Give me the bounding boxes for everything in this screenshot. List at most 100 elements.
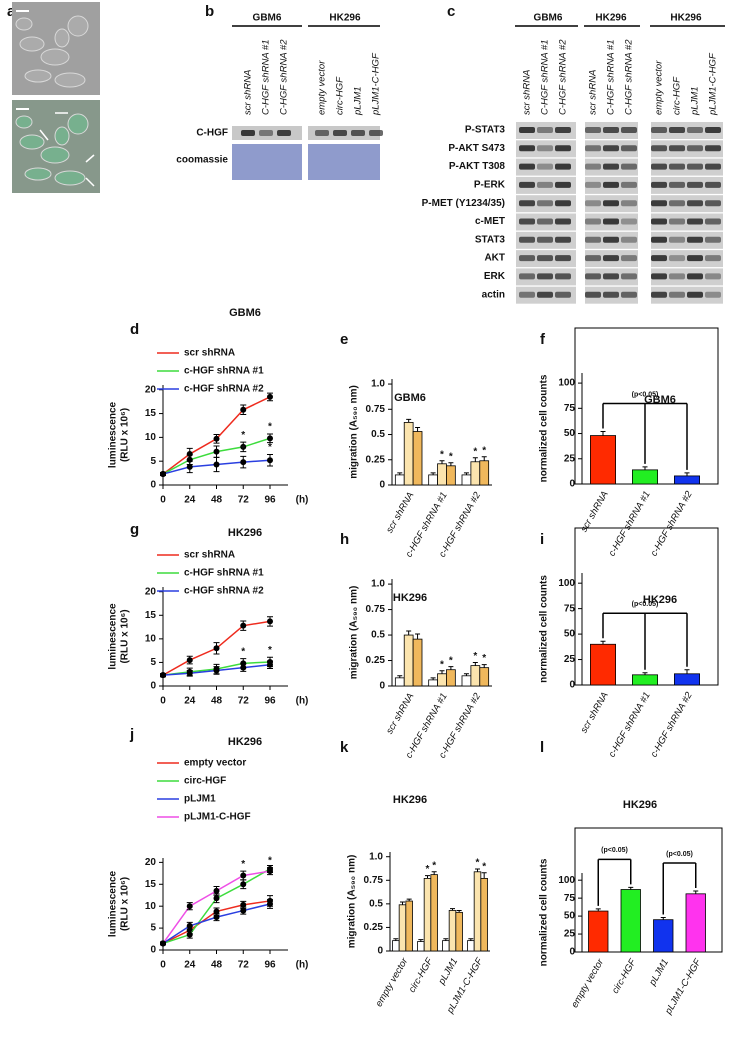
blot-band xyxy=(603,127,619,133)
lane-label: empty vector xyxy=(654,60,665,115)
error-bar xyxy=(439,460,445,464)
legend-label: pLJM1-C-HGF xyxy=(184,812,251,823)
x-tick-label: empty vector xyxy=(569,957,606,1010)
blot-band xyxy=(651,181,667,188)
bar xyxy=(620,889,641,953)
row-label: C-HGF xyxy=(196,128,228,139)
lane-label: pLJM1-C-HGF xyxy=(371,52,382,116)
error-bar xyxy=(693,890,699,894)
data-point xyxy=(160,471,166,478)
error-bar xyxy=(400,901,405,905)
significance: * xyxy=(449,655,453,666)
bar xyxy=(674,475,701,485)
y-tick-label: 0 xyxy=(379,480,385,491)
lane-label: scr shRNA xyxy=(522,70,533,115)
y-axis-label: (RLU x 10⁶) xyxy=(120,408,131,462)
y-tick-label: 50 xyxy=(564,629,576,640)
error-bar xyxy=(406,898,412,902)
y-tick-label: 0 xyxy=(569,479,575,490)
chart-title: HK296 xyxy=(623,799,657,811)
legend-label: c-HGF shRNA #1 xyxy=(184,568,264,579)
x-tick-label: pLJM1 xyxy=(647,957,671,988)
blot-band xyxy=(519,236,535,243)
x-tick-label: pLJM1 xyxy=(436,956,460,987)
cell xyxy=(15,115,33,129)
blot-band xyxy=(651,127,667,133)
blot-band xyxy=(603,200,619,207)
bar xyxy=(470,461,481,486)
blot-band xyxy=(537,218,553,225)
row-label: c-MET xyxy=(475,216,505,227)
bar xyxy=(430,874,438,952)
error-bar xyxy=(642,466,648,470)
y-tick-label: 1.0 xyxy=(369,851,383,862)
blot-band xyxy=(603,236,619,243)
lane-label: empty vector xyxy=(317,60,328,115)
y-tick-label: 0 xyxy=(377,946,383,957)
bar xyxy=(632,469,659,485)
blot-band xyxy=(585,163,601,170)
data-point xyxy=(213,435,220,442)
lane-label: scr shRNA xyxy=(243,70,254,115)
x-tick-label: 0 xyxy=(160,960,166,971)
x-tick-label: 24 xyxy=(184,960,196,971)
x-tick-label: 0 xyxy=(160,495,166,506)
blot-band xyxy=(555,200,571,207)
y-tick-label: 50 xyxy=(564,428,576,439)
bar xyxy=(403,634,414,687)
cell xyxy=(54,72,86,88)
y-axis-label: migration (A₅₉₀ nm) xyxy=(349,385,360,479)
data-point xyxy=(213,645,220,652)
blot-band xyxy=(519,127,535,133)
blot-band xyxy=(669,127,685,133)
bar xyxy=(394,474,405,486)
arrow xyxy=(39,129,49,141)
significance: * xyxy=(440,659,444,670)
x-tick-label: 24 xyxy=(184,495,196,506)
y-tick-label: 15 xyxy=(145,879,157,890)
lane-label: C-HGF shRNA #1 xyxy=(540,40,551,116)
y-tick-label: 0 xyxy=(379,681,385,692)
lane-label: circ-HGF xyxy=(672,76,683,115)
arrow xyxy=(85,154,95,163)
y-tick-label: 5 xyxy=(150,456,156,467)
significance-bracket xyxy=(602,402,688,470)
data-point xyxy=(213,461,220,468)
error-bar xyxy=(468,938,474,941)
blot-band xyxy=(603,181,619,188)
blot-band xyxy=(651,236,667,243)
blot-band xyxy=(669,181,685,188)
data-point xyxy=(267,618,273,625)
blot-band xyxy=(669,200,685,207)
y-tick-label: 0 xyxy=(150,480,156,491)
data-point xyxy=(186,670,193,677)
lane-label: C-HGF shRNA #1 xyxy=(261,40,272,116)
error-bar xyxy=(456,909,462,913)
bar xyxy=(392,940,400,952)
error-bar xyxy=(660,917,666,920)
bar xyxy=(437,673,447,687)
data-point xyxy=(213,914,220,921)
bar xyxy=(448,910,457,952)
blot xyxy=(308,144,380,180)
x-tick-label: c-HGF shRNA #2 xyxy=(649,690,696,760)
y-tick-label: 15 xyxy=(145,408,157,419)
y-tick-label: 100 xyxy=(558,875,575,886)
blot-band xyxy=(705,163,721,170)
y-tick-label: 100 xyxy=(558,378,575,389)
blot-band xyxy=(519,273,535,280)
y-tick-label: 10 xyxy=(145,633,157,644)
bar xyxy=(479,460,490,486)
y-axis-label: normalized cell counts xyxy=(539,858,550,966)
blot-band xyxy=(537,145,553,152)
significance: * xyxy=(482,653,486,664)
blot-band xyxy=(705,127,721,133)
y-tick-label: 50 xyxy=(564,911,576,922)
data-point xyxy=(186,931,193,938)
error-bar xyxy=(463,673,469,676)
y-tick-label: 0 xyxy=(150,681,156,692)
significance: * xyxy=(268,422,272,433)
blot xyxy=(232,126,302,140)
blot-band xyxy=(555,255,571,262)
